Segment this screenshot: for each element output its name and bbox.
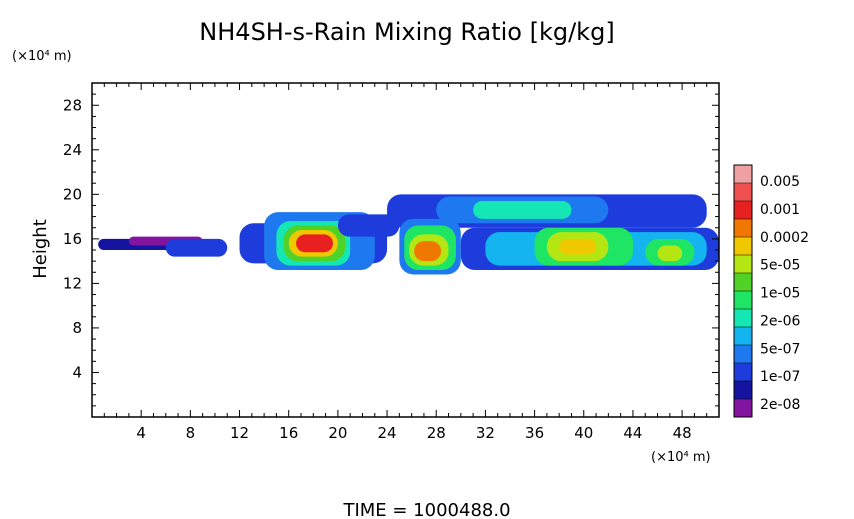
- colorbar-label: 0.005: [760, 174, 800, 190]
- colorbar-swatch: [734, 399, 752, 418]
- colorbar-swatch: [734, 219, 752, 238]
- colorbar-label: 2e-06: [760, 313, 800, 329]
- x-tick-label: 40: [574, 424, 593, 442]
- y-tick-label: 16: [63, 230, 82, 248]
- y-tick-label: 8: [72, 319, 82, 337]
- colorbar-swatch: [734, 255, 752, 274]
- heatmap-cell: [165, 238, 228, 257]
- x-tick-label: 8: [186, 424, 196, 442]
- colorbar-label: 1e-07: [760, 369, 800, 385]
- colorbar-label: 5e-05: [760, 258, 800, 274]
- y-axis-label: Height: [30, 219, 51, 279]
- plot-area: [98, 194, 719, 275]
- colorbar-label: 0.001: [760, 202, 800, 218]
- heatmap-cell: [337, 214, 400, 237]
- x-tick-label: 28: [427, 424, 446, 442]
- colorbar-swatch: [734, 309, 752, 328]
- y-tick-label: 28: [63, 96, 82, 114]
- x-tick-label: 32: [476, 424, 495, 442]
- colorbar-swatch: [734, 327, 752, 346]
- y-tick-label: 24: [63, 141, 82, 159]
- colorbar: 0.005 0.001 0.0002 5e-05 1e-05 2e-06 5e-07 1e-0…: [733, 164, 809, 418]
- x-tick-label: 48: [673, 424, 692, 442]
- colorbar-swatch: [734, 273, 752, 292]
- x-unit-label: (×10⁴ m): [651, 450, 711, 465]
- x-tick-label: 16: [279, 424, 298, 442]
- colorbar-label: 0.0002: [760, 230, 809, 246]
- x-tick-label: 20: [328, 424, 347, 442]
- colorbar-label: 1e-05: [760, 286, 800, 302]
- colorbar-label: 2e-08: [760, 397, 800, 413]
- colorbar-swatch: [734, 291, 752, 310]
- heatmap-cell: [559, 238, 597, 255]
- colorbar-swatch: [734, 183, 752, 202]
- colorbar-label: 5e-07: [760, 341, 800, 357]
- y-tick-label: 20: [63, 185, 82, 203]
- x-tick-label: 4: [136, 424, 146, 442]
- chart-title: NH4SH-s-Rain Mixing Ratio [kg/kg]: [199, 18, 614, 46]
- x-tick-label: 12: [230, 424, 249, 442]
- colorbar-swatch: [734, 237, 752, 256]
- x-tick-label: 44: [623, 424, 642, 442]
- x-tick-label: 24: [378, 424, 397, 442]
- heatmap-cell: [296, 234, 333, 253]
- colorbar-swatch: [734, 201, 752, 220]
- heatmap-cell: [473, 201, 572, 219]
- x-tick-label: 36: [525, 424, 544, 442]
- colorbar-swatch: [734, 345, 752, 364]
- colorbar-swatch: [734, 165, 752, 184]
- colorbar-swatch: [734, 363, 752, 382]
- heatmap-cell: [657, 245, 683, 262]
- y-unit-label: (×10⁴ m): [12, 49, 72, 64]
- heatmap-cell: [414, 241, 442, 262]
- colorbar-swatch: [734, 381, 752, 400]
- y-tick-label: 4: [72, 363, 82, 381]
- y-tick-label: 12: [63, 274, 82, 292]
- time-label: TIME = 1000488.0: [342, 500, 510, 519]
